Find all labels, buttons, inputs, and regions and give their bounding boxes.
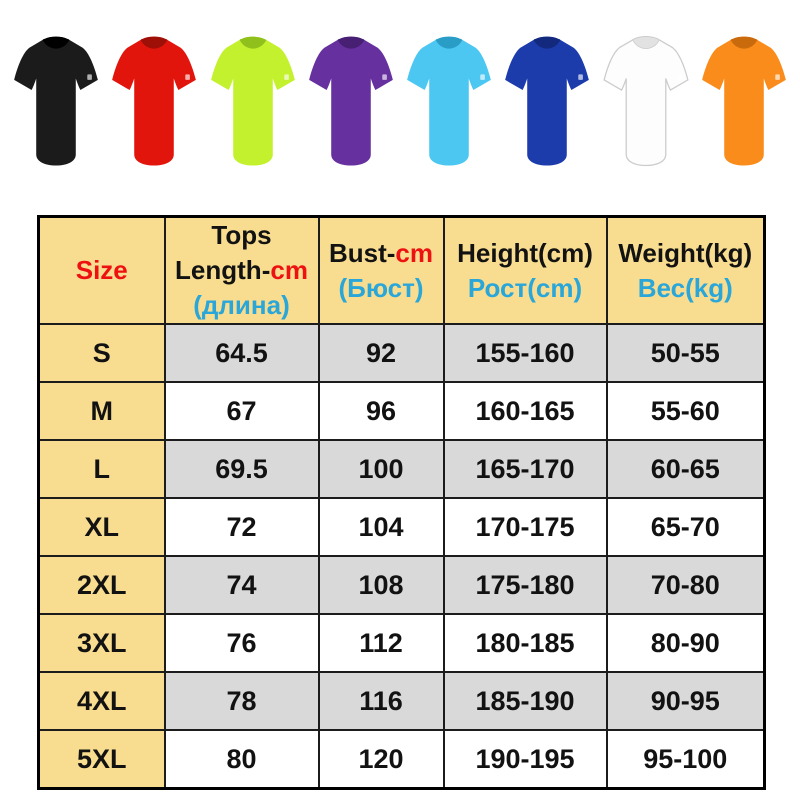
length-cell: 80 — [163, 729, 320, 790]
weight-header-line1: Weight(kg) — [618, 237, 753, 268]
bust-header-line1: Bust-cm — [328, 237, 433, 268]
sleeve-logo — [775, 74, 780, 80]
shirt-color-gallery — [10, 24, 790, 184]
height-header-line1: Height(cm) — [457, 237, 593, 268]
tshirt-icon — [308, 36, 393, 166]
size-cell: M — [37, 381, 166, 441]
tshirt-swatch-sky-blue — [403, 24, 495, 180]
table-row: S 64.5 92 155-160 50-55 — [37, 323, 766, 383]
tshirt-icon — [210, 36, 295, 166]
size-cell: XL — [37, 497, 166, 557]
tshirt-icon — [14, 36, 98, 166]
size-chart-table: Size Tops Length-cm (длина) Bust-cm (Бюс… — [37, 215, 766, 790]
bust-cell: 92 — [317, 323, 445, 383]
height-cell: 165-170 — [442, 439, 608, 499]
tshirt-swatch-white — [600, 24, 692, 180]
tshirt-icon — [407, 36, 491, 166]
weight-cell: 95-100 — [605, 729, 766, 790]
table-row: 3XL 76 112 180-185 80-90 — [37, 613, 766, 673]
sleeve-logo — [578, 74, 584, 80]
col-header-length: Tops Length-cm (длина) — [163, 215, 320, 325]
length-cell: 74 — [163, 555, 320, 615]
height-cell: 185-190 — [442, 671, 608, 731]
length-cell: 64.5 — [163, 323, 320, 383]
sleeve-logo — [185, 74, 191, 80]
bust-cell: 104 — [317, 497, 445, 557]
col-header-height: Height(cm) Рост(cm) — [442, 215, 608, 325]
weight-cell: 90-95 — [605, 671, 766, 731]
tshirt-swatch-royal-blue — [501, 24, 593, 180]
size-cell: 5XL — [37, 729, 166, 790]
table-row: XL 72 104 170-175 65-70 — [37, 497, 766, 557]
length-cell: 69.5 — [163, 439, 320, 499]
table-row: L 69.5 100 165-170 60-65 — [37, 439, 766, 499]
bust-cell: 96 — [317, 381, 445, 441]
height-cell: 170-175 — [442, 497, 608, 557]
height-header-line2: Рост(cm) — [467, 272, 583, 303]
tshirt-icon — [702, 36, 786, 166]
height-cell: 180-185 — [442, 613, 608, 673]
sleeve-logo — [676, 74, 682, 80]
sleeve-logo — [283, 74, 289, 80]
table-row: 4XL 78 116 185-190 90-95 — [37, 671, 766, 731]
bust-cell: 120 — [317, 729, 445, 790]
weight-cell: 50-55 — [605, 323, 766, 383]
table-row: 5XL 80 120 190-195 95-100 — [37, 729, 766, 790]
length-cell: 76 — [163, 613, 320, 673]
col-header-bust: Bust-cm (Бюст) — [317, 215, 445, 325]
weight-cell: 60-65 — [605, 439, 766, 499]
length-cell: 72 — [163, 497, 320, 557]
length-header-line3: (длина) — [193, 290, 290, 320]
table-row: 2XL 74 108 175-180 70-80 — [37, 555, 766, 615]
size-cell: 4XL — [37, 671, 166, 731]
table-row: M 67 96 160-165 55-60 — [37, 381, 766, 441]
bust-cell: 116 — [317, 671, 445, 731]
length-header-line1: Tops — [211, 220, 272, 250]
sleeve-logo — [480, 74, 486, 80]
tshirt-swatch-red — [108, 24, 200, 180]
bust-cell: 112 — [317, 613, 445, 673]
length-cell: 78 — [163, 671, 320, 731]
weight-cell: 70-80 — [605, 555, 766, 615]
bust-cell: 100 — [317, 439, 445, 499]
tshirt-swatch-orange — [698, 24, 790, 180]
weight-cell: 65-70 — [605, 497, 766, 557]
tshirt-swatch-black — [10, 24, 102, 180]
size-cell: S — [37, 323, 166, 383]
size-cell: 2XL — [37, 555, 166, 615]
length-cell: 67 — [163, 381, 320, 441]
col-header-size: Size — [37, 215, 166, 325]
weight-cell: 55-60 — [605, 381, 766, 441]
bust-header-line2: (Бюст) — [338, 272, 424, 303]
sleeve-logo — [382, 74, 387, 80]
size-cell: 3XL — [37, 613, 166, 673]
col-header-weight: Weight(kg) Вес(kg) — [605, 215, 766, 325]
tshirt-swatch-neon-green — [207, 24, 299, 180]
bust-cell: 108 — [317, 555, 445, 615]
tshirt-icon — [505, 36, 590, 166]
size-cell: L — [37, 439, 166, 499]
tshirt-icon — [112, 36, 197, 166]
size-header-label: Size — [75, 255, 128, 285]
sleeve-logo — [87, 74, 92, 80]
table-header-row: Size Tops Length-cm (длина) Bust-cm (Бюс… — [37, 215, 766, 325]
weight-header-line2: Вес(kg) — [637, 272, 733, 303]
height-cell: 160-165 — [442, 381, 608, 441]
height-cell: 190-195 — [442, 729, 608, 790]
weight-cell: 80-90 — [605, 613, 766, 673]
tshirt-icon — [603, 36, 689, 167]
height-cell: 175-180 — [442, 555, 608, 615]
tshirt-swatch-purple — [305, 24, 397, 180]
height-cell: 155-160 — [442, 323, 608, 383]
length-header-line2: Length-cm — [175, 255, 308, 285]
